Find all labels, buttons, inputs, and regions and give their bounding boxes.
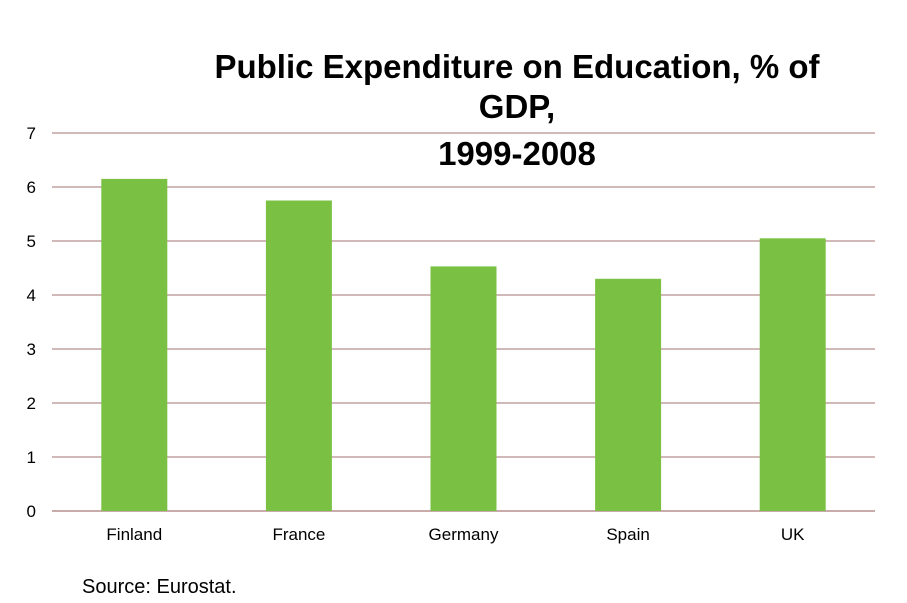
- x-category-label: Germany: [429, 525, 499, 544]
- chart-title: Public Expenditure on Education, % of GD…: [214, 48, 820, 172]
- bar-spain: [595, 278, 662, 511]
- y-tick-label: 6: [27, 178, 36, 197]
- y-tick-label: 7: [27, 124, 36, 143]
- y-tick-label: 3: [27, 340, 36, 359]
- bar-germany: [430, 266, 497, 511]
- chart-title-line-3: 1999-2008: [438, 135, 596, 172]
- y-axis-ticks: 0 1 2 3 4 5 6 7: [27, 124, 36, 521]
- chart-title-line-1: Public Expenditure on Education, % of: [214, 48, 820, 85]
- bar-france: [265, 200, 332, 511]
- x-axis-categories: Finland France Germany Spain UK: [106, 525, 805, 544]
- y-tick-label: 5: [27, 232, 36, 251]
- x-category-label: Spain: [606, 525, 649, 544]
- bars: [101, 178, 826, 512]
- y-tick-label: 0: [27, 502, 36, 521]
- source-note: Source: Eurostat.: [82, 576, 237, 598]
- x-category-label: UK: [781, 525, 805, 544]
- bar-finland: [101, 178, 168, 511]
- chart-title-line-2: GDP,: [479, 88, 555, 125]
- bar-uk: [759, 238, 826, 512]
- y-tick-label: 4: [27, 286, 36, 305]
- y-tick-label: 2: [27, 394, 36, 413]
- x-category-label: Finland: [106, 525, 162, 544]
- x-category-label: France: [272, 525, 325, 544]
- y-tick-label: 1: [27, 448, 36, 467]
